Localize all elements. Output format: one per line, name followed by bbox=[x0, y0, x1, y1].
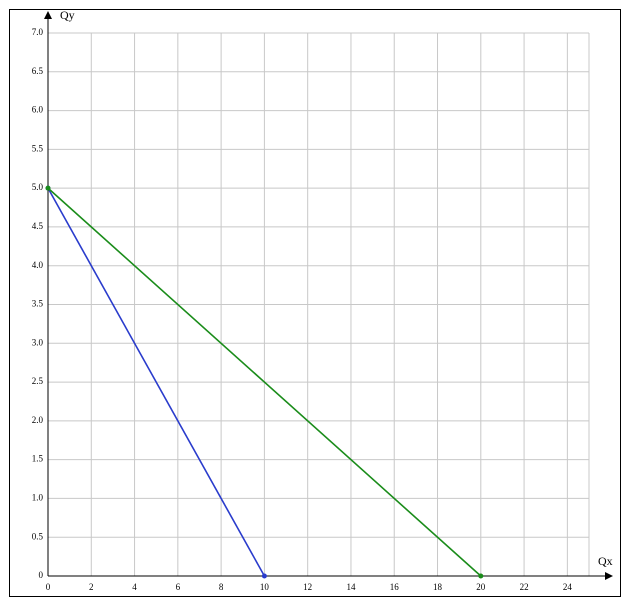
point bbox=[478, 573, 484, 579]
y-tick-label: 5.0 bbox=[32, 182, 44, 192]
x-tick-label: 4 bbox=[132, 582, 137, 592]
y-tick-label: 6.0 bbox=[32, 105, 44, 115]
series-line bbox=[47, 187, 482, 577]
x-axis-label: Qx bbox=[598, 554, 613, 568]
x-tick-label: 12 bbox=[303, 582, 312, 592]
x-tick-label: 2 bbox=[89, 582, 94, 592]
y-tick-label: 4.0 bbox=[32, 260, 44, 270]
y-tick-label: 5.5 bbox=[32, 143, 44, 153]
x-tick-label: 22 bbox=[520, 582, 529, 592]
x-tick-label: 14 bbox=[346, 582, 356, 592]
x-tick-label: 18 bbox=[433, 582, 443, 592]
y-tick-label: 1.0 bbox=[32, 492, 44, 502]
x-tick-label: 16 bbox=[390, 582, 400, 592]
y-tick-label: 2.5 bbox=[32, 376, 44, 386]
x-tick-label: 8 bbox=[219, 582, 224, 592]
series-line bbox=[47, 187, 266, 577]
y-tick-label: 0.5 bbox=[32, 531, 44, 541]
y-axis-label: Qy bbox=[60, 8, 75, 22]
point bbox=[261, 573, 267, 579]
x-tick-label: 10 bbox=[260, 582, 270, 592]
x-tick-label: 0 bbox=[46, 582, 51, 592]
y-tick-label: 7.0 bbox=[32, 27, 44, 37]
y-tick-label: 4.5 bbox=[32, 221, 44, 231]
y-tick-label: 3.0 bbox=[32, 337, 44, 347]
x-tick-label: 6 bbox=[176, 582, 181, 592]
y-tick-label: 6.5 bbox=[32, 66, 44, 76]
point bbox=[45, 185, 51, 191]
y-tick-label: 2.0 bbox=[32, 415, 44, 425]
x-tick-label: 24 bbox=[563, 582, 573, 592]
y-tick-label: 3.5 bbox=[32, 299, 44, 309]
y-tick-label: 1.5 bbox=[32, 454, 44, 464]
frame bbox=[9, 9, 621, 597]
x-tick-label: 20 bbox=[476, 582, 486, 592]
y-tick-label: 0 bbox=[39, 570, 44, 580]
